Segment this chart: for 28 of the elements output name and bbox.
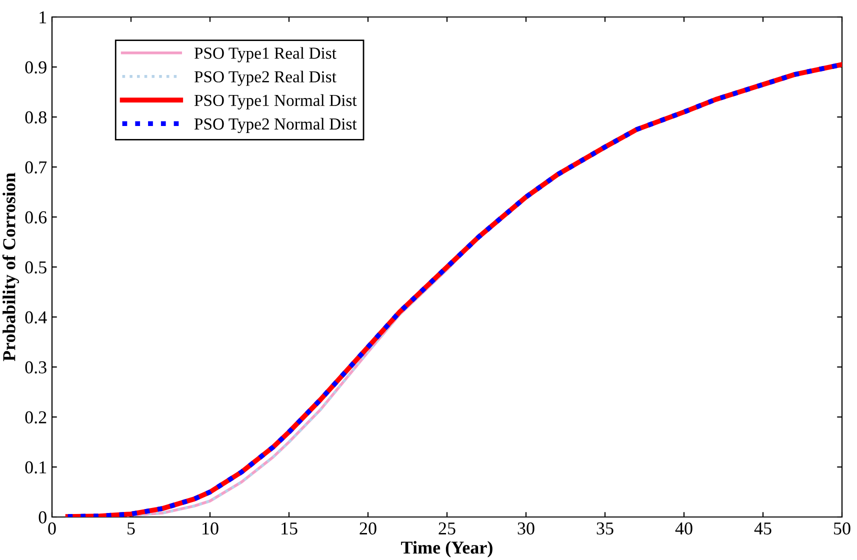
- x-tick-label: 15: [282, 522, 298, 535]
- y-tick-label: 0.3: [25, 361, 46, 374]
- y-tick-label: 0.6: [25, 211, 47, 224]
- y-tick-label: 0: [38, 511, 46, 524]
- y-tick-label: 0.4: [25, 311, 47, 324]
- y-tick-label: 0.5: [25, 261, 46, 274]
- x-tick-label: 40: [675, 522, 692, 535]
- y-tick-label: 0.9: [25, 61, 46, 74]
- x-tick-label: 20: [360, 522, 376, 535]
- x-axis-title: Time (Year): [401, 541, 492, 558]
- x-tick-label: 35: [596, 522, 614, 535]
- x-tick-label: 25: [438, 522, 456, 535]
- y-axis-title: Probability of Corrosion: [2, 172, 20, 362]
- x-tick-label: 30: [518, 522, 534, 535]
- legend-label: PSO Type2 Normal Dist: [194, 118, 357, 134]
- y-tick-label: 0.8: [25, 111, 46, 124]
- legend-label: PSO Type1 Real Dist: [194, 47, 336, 62]
- y-tick-label: 0.1: [25, 461, 46, 474]
- y-tick-label: 1: [40, 11, 46, 24]
- x-tick-label: 50: [834, 522, 850, 535]
- x-tick-label: 0: [48, 522, 56, 535]
- x-tick-label: 10: [202, 522, 218, 535]
- legend-label: PSO Type2 Real Dist: [194, 70, 336, 86]
- legend-label: PSO Type1 Normal Dist: [194, 94, 357, 110]
- y-tick-label: 0.2: [25, 411, 46, 424]
- x-tick-label: 5: [128, 522, 135, 535]
- y-tick-label: 0.7: [25, 161, 47, 174]
- x-tick-label: 45: [754, 522, 772, 535]
